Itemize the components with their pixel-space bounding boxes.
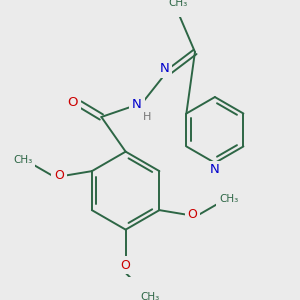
Text: CH₃: CH₃ bbox=[219, 194, 239, 204]
Text: O: O bbox=[121, 259, 130, 272]
Text: O: O bbox=[188, 208, 197, 221]
Text: O: O bbox=[68, 96, 78, 109]
Text: O: O bbox=[54, 169, 64, 182]
Text: CH₃: CH₃ bbox=[140, 292, 160, 300]
Text: H: H bbox=[143, 112, 152, 122]
Text: CH₃: CH₃ bbox=[13, 155, 32, 165]
Text: N: N bbox=[132, 98, 142, 111]
Text: N: N bbox=[210, 163, 220, 176]
Text: CH₃: CH₃ bbox=[168, 0, 187, 8]
Text: N: N bbox=[160, 62, 169, 75]
